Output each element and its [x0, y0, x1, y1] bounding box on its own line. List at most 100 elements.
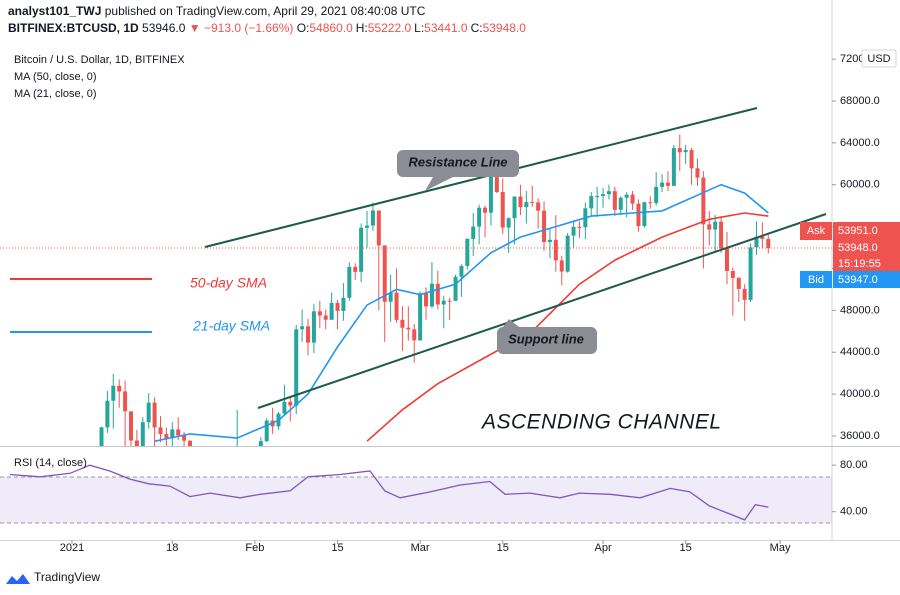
bid-price: 53947.0: [838, 274, 878, 286]
candle-body: [335, 302, 340, 311]
candle-body: [589, 196, 594, 209]
candle-body: [140, 422, 145, 446]
bid-tag: [800, 271, 832, 288]
author: analyst101_TWJ: [8, 4, 102, 18]
x-tick-label: 15: [680, 542, 692, 554]
candle-body: [182, 435, 187, 441]
candle-body: [341, 297, 346, 311]
candle-body: [636, 203, 641, 227]
ohlc-value: 54860.0: [309, 21, 353, 35]
candle-body: [400, 319, 405, 328]
y-tick-label: 44000.0: [840, 346, 880, 358]
y-tick-label: 36000.0: [840, 430, 880, 442]
candle-body: [565, 235, 570, 272]
bid-price-tag: [833, 271, 900, 288]
moving-average: [154, 183, 769, 442]
candle-body: [494, 171, 499, 193]
candle-body: [300, 326, 305, 330]
footer-brand: TradingView: [34, 570, 100, 584]
candle-body: [742, 288, 747, 300]
candle-body: [82, 470, 86, 477]
legend-entry: MA (21, close, 0): [14, 88, 97, 100]
candle-body: [382, 245, 387, 302]
symbol: BITFINEX:BTCUSD, 1D: [8, 21, 139, 35]
candle-body: [553, 239, 558, 261]
candle-body: [459, 265, 464, 277]
candle-body: [453, 276, 458, 301]
last-price-tag: [833, 240, 900, 272]
y-tick-label: 64000.0: [840, 137, 880, 149]
candle-body: [429, 283, 434, 307]
ask-label: Ask: [807, 225, 826, 237]
candle-body: [683, 150, 688, 153]
ohlc: O:54860.0 H:55222.0 L:53441.0 C:53948.0: [297, 21, 529, 35]
currency-box: [861, 49, 897, 68]
candle-body: [435, 283, 440, 305]
candle-body: [630, 194, 635, 204]
candle-body: [488, 171, 493, 213]
x-tick-label: 18: [166, 542, 178, 554]
header: analyst101_TWJ published on TradingView.…: [8, 3, 529, 37]
ohlc-key: L:: [414, 21, 425, 35]
candle-body: [123, 391, 128, 412]
ohlc-key: O:: [296, 21, 310, 35]
candle-body: [766, 238, 771, 249]
last-price: 53948.0: [838, 242, 878, 254]
candle-body: [601, 194, 606, 197]
candle-body: [317, 311, 322, 316]
support-label: Support line: [508, 331, 584, 346]
candle-body: [512, 196, 517, 219]
resistance-callout: [397, 150, 519, 191]
candle-body: [677, 148, 682, 153]
candle-body: [754, 236, 759, 248]
x-tick-label: 2021: [60, 542, 84, 554]
candle-body: [648, 202, 653, 204]
rsi-line: [9, 464, 769, 521]
candle-body: [288, 401, 293, 406]
candle-body: [465, 238, 470, 266]
last-price: 53946.0: [142, 21, 186, 35]
candle-body: [536, 202, 541, 211]
candle-body: [730, 270, 735, 278]
candle-body: [695, 168, 700, 178]
candle-body: [412, 329, 417, 341]
candle-body: [247, 454, 251, 466]
resistance-label: Resistance Line: [409, 154, 508, 169]
sma21-label: 21-day SMA: [192, 318, 270, 334]
candle-body: [164, 434, 169, 439]
candle-body: [329, 302, 334, 320]
candle-body: [642, 202, 647, 227]
candle-body: [176, 429, 181, 436]
candle-body: [441, 300, 446, 305]
x-tick-label: Apr: [594, 542, 611, 554]
candle-body: [559, 260, 564, 272]
candle-body: [311, 311, 316, 343]
candle-body: [306, 326, 311, 343]
candle-body: [406, 327, 411, 330]
candle-body: [365, 225, 370, 228]
sma50-label: 50-day SMA: [190, 275, 267, 291]
candle-body: [235, 454, 239, 463]
instrument-label: Bitcoin / U.S. Dollar, 1D, BITFINEX: [14, 54, 185, 66]
candle-body: [760, 236, 765, 239]
candle-body: [577, 226, 582, 228]
candle-body: [99, 427, 104, 446]
channel-label: ASCENDING CHANNEL: [480, 411, 722, 434]
candle-body: [713, 221, 718, 230]
candle-body: [595, 196, 600, 198]
candle-body: [111, 385, 116, 401]
x-tick-label: 15: [331, 542, 343, 554]
x-tick-label: Mar: [411, 542, 430, 554]
candle-body: [483, 207, 488, 213]
candle-body: [701, 177, 706, 225]
candle-body: [660, 182, 665, 187]
bid-label: Bid: [808, 274, 824, 286]
candle-body: [719, 221, 724, 249]
candle-body: [671, 148, 676, 186]
ohlc-value: 53441.0: [424, 21, 468, 35]
candle-body: [571, 226, 576, 236]
candle-body: [477, 207, 482, 227]
candle-body: [188, 440, 193, 446]
candle-body: [294, 329, 299, 406]
